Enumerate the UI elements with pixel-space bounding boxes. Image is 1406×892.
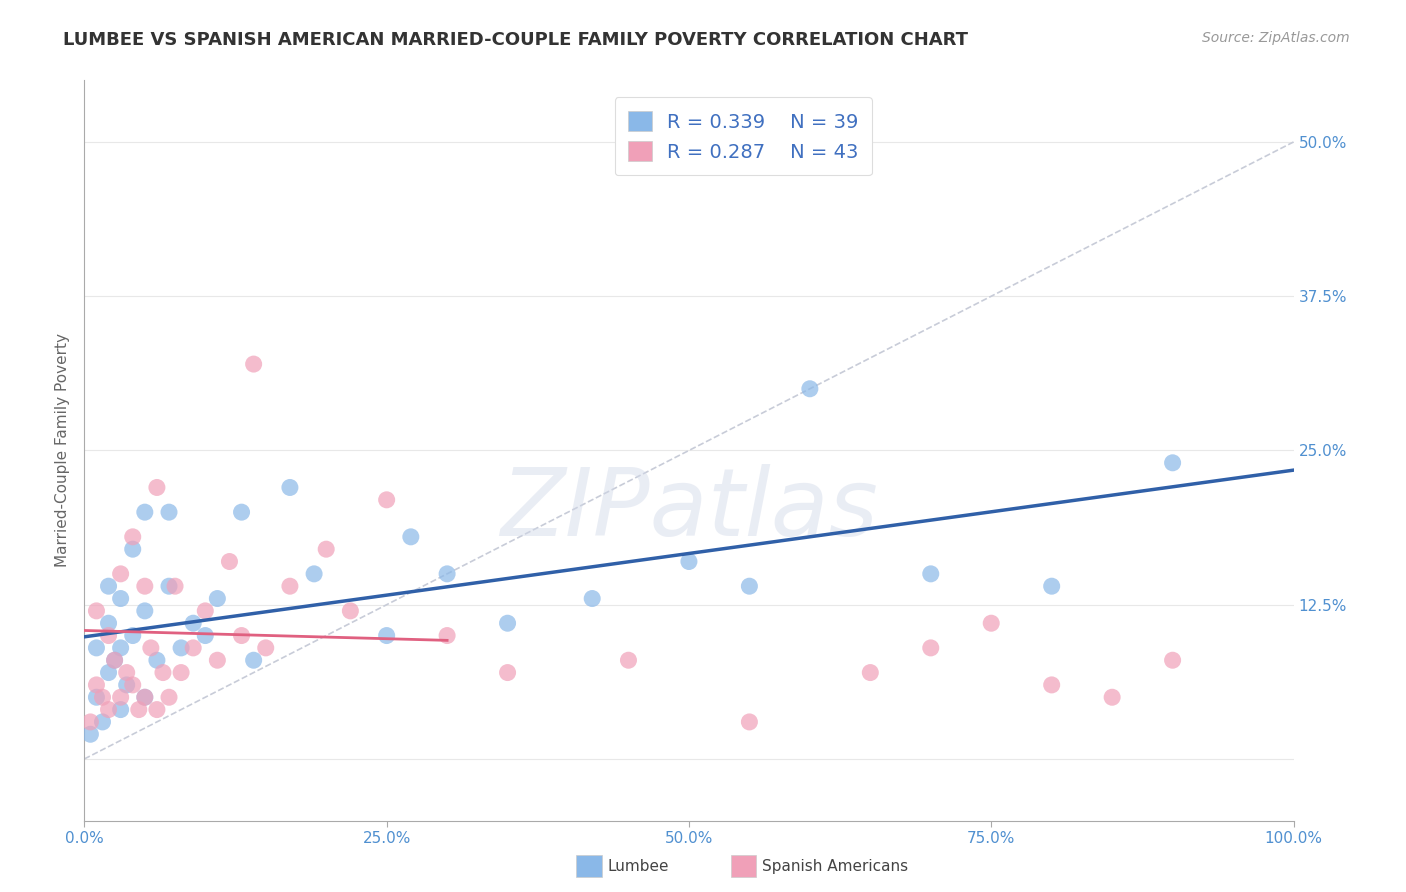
Point [1161, 653, 1184, 667]
Point [859, 665, 882, 680]
Point [375, 492, 398, 507]
Point [110, 640, 132, 655]
Point [146, 653, 169, 667]
Point [1040, 579, 1063, 593]
Point [104, 653, 127, 667]
Point [115, 665, 138, 680]
Text: ZIPatlas: ZIPatlas [501, 464, 877, 555]
Point [375, 628, 398, 642]
Point [1040, 678, 1063, 692]
Point [181, 616, 204, 631]
Point [146, 480, 169, 494]
Point [315, 542, 337, 557]
Point [110, 566, 132, 581]
Point [121, 542, 143, 557]
Point [738, 579, 761, 593]
Point [278, 579, 301, 593]
Point [254, 640, 277, 655]
Point [207, 591, 229, 606]
Point [436, 628, 458, 642]
Point [91, 714, 114, 729]
Point [152, 665, 174, 680]
Point [157, 505, 180, 519]
Point [139, 640, 162, 655]
Point [97, 703, 120, 717]
Point [231, 505, 253, 519]
Point [231, 628, 253, 642]
Point [170, 665, 193, 680]
Point [134, 690, 156, 705]
Point [242, 653, 264, 667]
Point [920, 566, 942, 581]
Point [134, 579, 156, 593]
Point [436, 566, 458, 581]
Point [97, 665, 120, 680]
Point [218, 554, 240, 569]
Point [738, 714, 761, 729]
Point [399, 530, 422, 544]
Point [157, 579, 180, 593]
Point [97, 616, 120, 631]
Point [194, 604, 217, 618]
Point [86, 690, 108, 705]
Point [165, 579, 187, 593]
Point [97, 628, 120, 642]
Point [617, 653, 640, 667]
Point [110, 591, 132, 606]
Point [128, 703, 150, 717]
Point [121, 628, 143, 642]
Point [110, 690, 132, 705]
Y-axis label: Married-Couple Family Poverty: Married-Couple Family Poverty [55, 334, 70, 567]
Point [134, 604, 156, 618]
Point [242, 357, 264, 371]
Point [97, 579, 120, 593]
Point [86, 604, 108, 618]
Point [134, 690, 156, 705]
Text: Source: ZipAtlas.com: Source: ZipAtlas.com [1202, 31, 1350, 45]
Point [146, 703, 169, 717]
Point [496, 665, 519, 680]
Point [1161, 456, 1184, 470]
Point [110, 703, 132, 717]
Point [86, 640, 108, 655]
Point [121, 678, 143, 692]
Point [121, 530, 143, 544]
Point [79, 714, 101, 729]
Point [339, 604, 361, 618]
Legend: R = 0.339    N = 39, R = 0.287    N = 43: R = 0.339 N = 39, R = 0.287 N = 43 [614, 97, 872, 176]
Point [115, 678, 138, 692]
Point [799, 382, 821, 396]
Point [278, 480, 301, 494]
Point [920, 640, 942, 655]
Point [581, 591, 603, 606]
Point [302, 566, 325, 581]
Point [194, 628, 217, 642]
Point [1101, 690, 1123, 705]
Text: Lumbee: Lumbee [607, 859, 669, 873]
Point [496, 616, 519, 631]
Text: Spanish Americans: Spanish Americans [762, 859, 908, 873]
Point [134, 505, 156, 519]
Point [207, 653, 229, 667]
Point [170, 640, 193, 655]
Point [181, 640, 204, 655]
Point [157, 690, 180, 705]
Point [678, 554, 700, 569]
Point [91, 690, 114, 705]
Point [79, 727, 101, 741]
Point [104, 653, 127, 667]
Point [86, 678, 108, 692]
Text: LUMBEE VS SPANISH AMERICAN MARRIED-COUPLE FAMILY POVERTY CORRELATION CHART: LUMBEE VS SPANISH AMERICAN MARRIED-COUPL… [63, 31, 969, 49]
Point [980, 616, 1002, 631]
